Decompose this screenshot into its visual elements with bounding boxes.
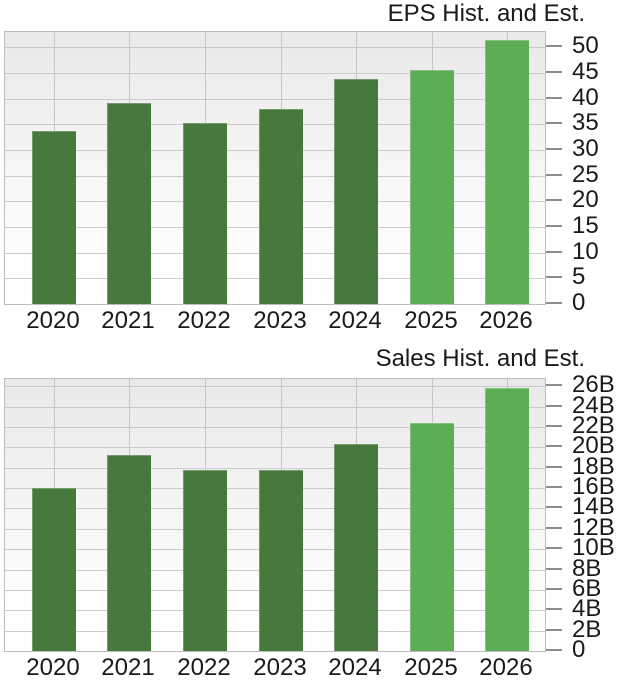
bar-2026: [485, 40, 529, 304]
sales-x-axis: 2020 2021 2022 2023 2024 2025 2026: [4, 653, 546, 681]
gridline-h: [5, 447, 545, 448]
x-label-2020: 2020: [26, 654, 80, 681]
x-label-2024: 2024: [328, 654, 382, 681]
y-tick-label: 20: [572, 186, 599, 213]
sales-chart-title: Sales Hist. and Est.: [375, 345, 585, 372]
x-label-2023: 2023: [253, 307, 307, 334]
y-tick-label: 26B: [572, 371, 615, 398]
y-tick-label: 0: [572, 289, 586, 316]
x-label-2026: 2026: [479, 654, 533, 681]
y-tick-label: 2B: [572, 616, 602, 643]
x-label-2021: 2021: [101, 654, 155, 681]
y-tick-label: 0: [572, 636, 586, 663]
sales-y-axis: 0 2B 4B 6B 8B 10B 12B 14B 16B 18B 20B 22B 24B 26B: [546, 372, 620, 663]
y-tick-label: 30: [572, 135, 599, 162]
y-tick-mark: [546, 384, 562, 386]
bar-2022: [183, 470, 227, 651]
y-tick-label: 40: [572, 84, 599, 111]
gridline-h: [5, 47, 545, 48]
bar-2024: [334, 79, 378, 304]
y-tick-mark: [546, 97, 562, 99]
gridline-h: [5, 407, 545, 408]
y-tick-mark: [546, 276, 562, 278]
gridline-h: [5, 427, 545, 428]
y-tick-label: 50: [572, 32, 599, 59]
bar-2023: [259, 109, 303, 304]
y-tick-mark: [546, 225, 562, 227]
eps-x-axis: 2020 2021 2022 2023 2024 2025 2026: [4, 306, 546, 334]
bar-2023: [259, 470, 303, 651]
bar-2021: [107, 455, 151, 651]
eps-chart-title: EPS Hist. and Est.: [387, 0, 585, 27]
eps-plot-area: [4, 31, 546, 305]
x-label-2025: 2025: [404, 307, 458, 334]
x-label-2021: 2021: [101, 307, 155, 334]
y-tick-label: 45: [572, 58, 599, 85]
y-tick-label: 15: [572, 212, 599, 239]
y-tick-label: 20B: [572, 432, 615, 459]
y-tick-label: 25: [572, 161, 599, 188]
y-tick-label: 6B: [572, 575, 602, 602]
y-tick-label: 18B: [572, 453, 615, 480]
bar-2020: [32, 488, 76, 651]
y-tick-label: 14B: [572, 493, 615, 520]
y-tick-mark: [546, 649, 562, 651]
y-tick-label: 8B: [572, 555, 602, 582]
y-tick-mark: [546, 506, 562, 508]
y-tick-mark: [546, 71, 562, 73]
y-tick-mark: [546, 45, 562, 47]
y-tick-mark: [546, 302, 562, 304]
sales-plot-area: [4, 378, 546, 652]
bar-2022: [183, 123, 227, 304]
y-tick-mark: [546, 568, 562, 570]
x-label-2026: 2026: [479, 307, 533, 334]
y-tick-label: 4B: [572, 595, 602, 622]
gridline-h: [5, 386, 545, 387]
gridline-h: [5, 99, 545, 100]
y-tick-mark: [546, 466, 562, 468]
y-tick-mark: [546, 445, 562, 447]
y-tick-mark: [546, 527, 562, 529]
y-tick-mark: [546, 148, 562, 150]
bar-2026: [485, 388, 529, 651]
y-tick-mark: [546, 588, 562, 590]
y-tick-mark: [546, 425, 562, 427]
gridline-h: [5, 468, 545, 469]
sales-chart: Sales Hist. and Est. 0 2B 4B 6B 8B 10B 12B 14B 1…: [0, 345, 620, 681]
y-tick-mark: [546, 174, 562, 176]
x-label-2024: 2024: [328, 307, 382, 334]
y-tick-mark: [546, 405, 562, 407]
bar-2024: [334, 444, 378, 651]
x-label-2020: 2020: [26, 307, 80, 334]
gridline-h: [5, 73, 545, 74]
eps-chart: EPS Hist. and Est. 0 5 10 15 20 25 30 35 40 45 50 …: [0, 0, 620, 334]
eps-y-axis: 0 5 10 15 20 25 30 35 40 45 50: [546, 31, 620, 316]
y-tick-label: 12B: [572, 514, 615, 541]
y-tick-label: 35: [572, 109, 599, 136]
y-tick-mark: [546, 122, 562, 124]
y-tick-mark: [546, 629, 562, 631]
y-tick-label: 5: [572, 263, 586, 290]
x-label-2022: 2022: [177, 654, 231, 681]
y-tick-label: 24B: [572, 392, 615, 419]
x-label-2022: 2022: [177, 307, 231, 334]
y-tick-label: 16B: [572, 473, 615, 500]
y-tick-label: 22B: [572, 412, 615, 439]
y-tick-mark: [546, 199, 562, 201]
x-label-2023: 2023: [253, 654, 307, 681]
y-tick-label: 10: [572, 238, 599, 265]
y-tick-mark: [546, 608, 562, 610]
bar-2020: [32, 131, 76, 304]
y-tick-label: 10B: [572, 534, 615, 561]
y-tick-mark: [546, 251, 562, 253]
bar-2025: [410, 423, 454, 651]
y-tick-mark: [546, 547, 562, 549]
x-label-2025: 2025: [404, 654, 458, 681]
bar-2025: [410, 70, 454, 304]
y-tick-mark: [546, 486, 562, 488]
bar-2021: [107, 103, 151, 304]
